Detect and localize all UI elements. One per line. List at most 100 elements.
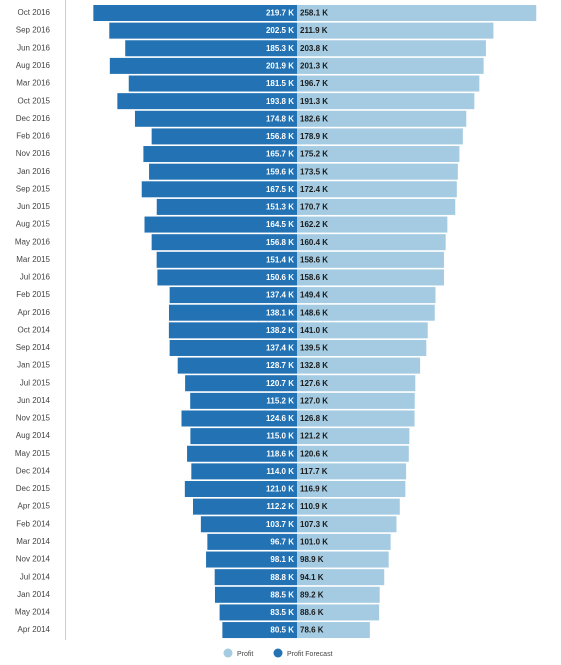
category-label: Mar 2015 xyxy=(16,255,50,264)
value-label: 156.8 K xyxy=(266,132,294,141)
category-label: Apr 2015 xyxy=(18,502,51,511)
category-label: May 2015 xyxy=(15,449,51,458)
category-label: Sep 2014 xyxy=(16,343,51,352)
category-label: Aug 2016 xyxy=(16,61,51,70)
bar xyxy=(297,392,415,409)
category-label: Sep 2016 xyxy=(16,26,51,35)
bar xyxy=(297,251,445,268)
bar xyxy=(297,287,436,304)
category-label: Jul 2015 xyxy=(20,378,51,387)
bar xyxy=(222,622,297,639)
bar xyxy=(192,498,297,515)
category-label: Nov 2016 xyxy=(16,149,51,158)
bar xyxy=(297,481,406,498)
bar xyxy=(297,322,428,339)
bar xyxy=(297,216,448,233)
value-label: 219.7 K xyxy=(266,9,294,18)
value-label: 178.9 K xyxy=(300,132,328,141)
value-label: 98.9 K xyxy=(300,555,324,564)
category-label: Dec 2014 xyxy=(16,466,51,475)
category-label: Jan 2015 xyxy=(17,361,50,370)
bar xyxy=(297,146,460,163)
value-label: 78.6 K xyxy=(300,626,324,635)
legend-swatch xyxy=(223,648,233,658)
bar xyxy=(297,181,457,198)
category-label: Jun 2014 xyxy=(17,396,50,405)
bar xyxy=(297,163,458,180)
bar xyxy=(151,128,297,145)
value-label: 138.1 K xyxy=(266,308,294,317)
bar xyxy=(297,604,380,621)
bar xyxy=(297,110,467,127)
value-label: 80.5 K xyxy=(270,626,294,635)
category-label: Feb 2016 xyxy=(16,132,50,141)
bar xyxy=(297,428,410,445)
value-label: 196.7 K xyxy=(300,79,328,88)
value-label: 181.5 K xyxy=(266,79,294,88)
value-label: 114.0 K xyxy=(266,467,294,476)
value-label: 137.4 K xyxy=(266,344,294,353)
value-label: 191.3 K xyxy=(300,97,328,106)
bar xyxy=(297,75,480,92)
value-label: 121.2 K xyxy=(300,432,328,441)
value-label: 138.2 K xyxy=(266,326,294,335)
bar xyxy=(297,57,484,74)
bar xyxy=(117,93,297,110)
value-label: 160.4 K xyxy=(300,238,328,247)
value-label: 132.8 K xyxy=(300,361,328,370)
value-label: 127.6 K xyxy=(300,379,328,388)
bar xyxy=(143,146,297,163)
bar xyxy=(297,5,537,21)
category-label: Apr 2016 xyxy=(18,308,51,317)
bar xyxy=(156,198,297,215)
value-label: 167.5 K xyxy=(266,185,294,194)
legend-label: Profit Forecast xyxy=(287,651,333,658)
category-label: Jul 2014 xyxy=(20,572,51,581)
category-label: Nov 2015 xyxy=(16,414,51,423)
category-label: Jun 2015 xyxy=(17,202,50,211)
value-label: 112.2 K xyxy=(266,502,294,511)
value-label: 141.0 K xyxy=(300,326,328,335)
bar xyxy=(190,392,297,409)
bar xyxy=(169,287,297,304)
bar xyxy=(214,586,297,603)
bar xyxy=(297,339,427,356)
bar xyxy=(297,551,389,568)
value-label: 149.4 K xyxy=(300,291,328,300)
value-label: 101.0 K xyxy=(300,538,328,547)
bar xyxy=(207,533,297,550)
bar xyxy=(151,234,297,251)
bar xyxy=(297,93,475,110)
bar xyxy=(297,463,407,480)
value-label: 175.2 K xyxy=(300,150,328,159)
bar xyxy=(128,75,297,92)
value-label: 203.8 K xyxy=(300,44,328,53)
category-label: Dec 2016 xyxy=(16,114,51,123)
value-label: 118.6 K xyxy=(266,449,294,458)
bar xyxy=(190,428,297,445)
bar xyxy=(191,463,297,480)
value-label: 120.7 K xyxy=(266,379,294,388)
bar xyxy=(187,445,297,462)
bar xyxy=(297,22,494,39)
value-label: 211.9 K xyxy=(300,26,328,35)
value-label: 115.0 K xyxy=(266,432,294,441)
bar xyxy=(185,375,297,392)
category-label: May 2014 xyxy=(15,608,51,617)
value-label: 202.5 K xyxy=(266,26,294,35)
bar xyxy=(297,198,456,215)
legend-label: Profit xyxy=(237,651,253,658)
bar xyxy=(297,622,370,639)
value-label: 150.6 K xyxy=(266,273,294,282)
value-label: 201.9 K xyxy=(266,61,294,70)
bar xyxy=(109,57,297,74)
value-label: 148.6 K xyxy=(300,308,328,317)
category-label: Jan 2016 xyxy=(17,167,50,176)
value-label: 162.2 K xyxy=(300,220,328,229)
value-label: 98.1 K xyxy=(270,555,294,564)
category-label: Oct 2016 xyxy=(18,8,51,17)
value-label: 193.8 K xyxy=(266,97,294,106)
value-label: 174.8 K xyxy=(266,114,294,123)
bar xyxy=(177,357,297,374)
value-label: 128.7 K xyxy=(266,361,294,370)
